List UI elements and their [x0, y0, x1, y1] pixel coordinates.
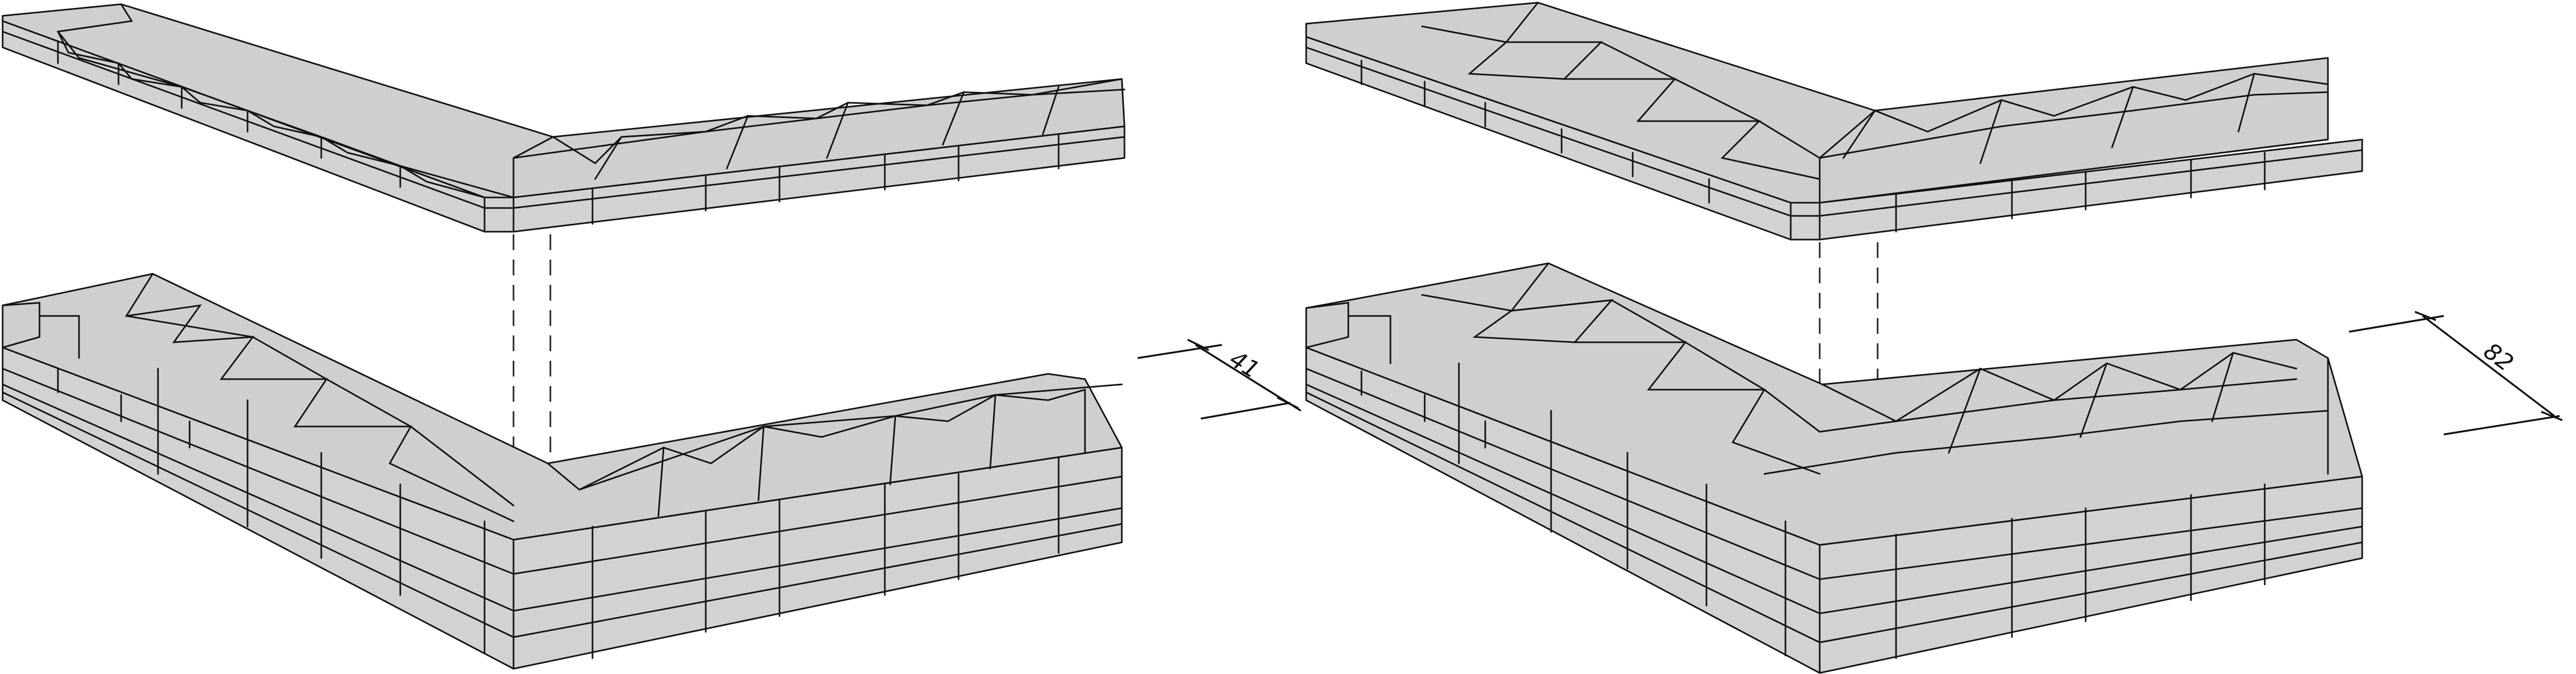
right-lower-wall — [1305, 262, 2363, 674]
left-upper-course — [2, 3, 1126, 233]
left-panel: 41 — [2, 3, 1301, 670]
right-dimension-label: 82 — [2479, 338, 2518, 376]
left-lower-wall — [2, 273, 1123, 670]
right-panel: 82 — [1305, 2, 2563, 674]
left-dimension: 41 — [1137, 339, 1301, 420]
left-lower-right-side — [512, 447, 1123, 670]
left-upper-corner-face — [483, 196, 515, 233]
right-dimension: 82 — [2348, 311, 2563, 435]
left-dimension-label: 41 — [1225, 345, 1264, 384]
right-upper-course — [1305, 2, 2363, 241]
right-upper-corner-face — [1790, 202, 1821, 241]
